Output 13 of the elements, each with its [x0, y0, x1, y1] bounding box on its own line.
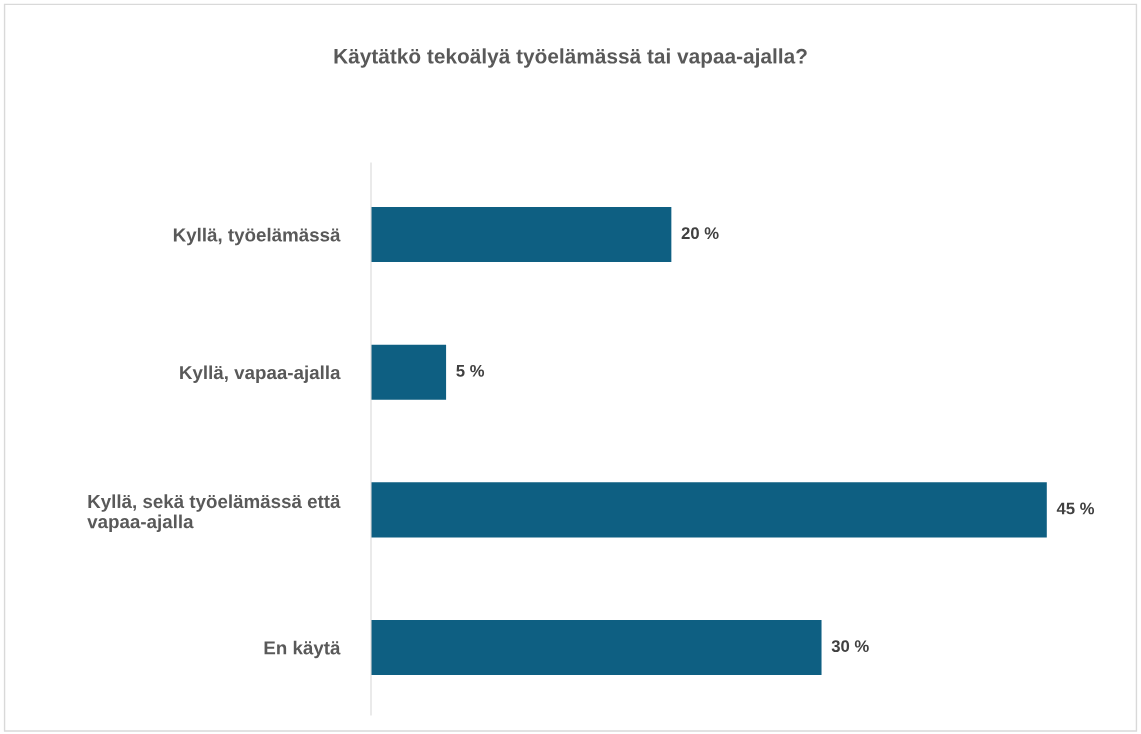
data-label: 20 %: [681, 227, 719, 240]
chart-title: Käytätkö tekoälyä työelämässä tai vapaa-ajalla?: [334, 48, 807, 68]
y-tick-label: En käytä: [264, 640, 341, 659]
data-label: 45 %: [1056, 502, 1095, 515]
bar: [371, 207, 672, 263]
data-label: 5 %: [456, 364, 485, 377]
bar: [371, 482, 1047, 538]
bar: [371, 620, 822, 676]
y-tick-label: Kyllä, sekä työelämässä että vapaa-ajalla: [87, 494, 341, 533]
y-tick-label: Kyllä, työelämässä: [173, 227, 341, 246]
data-label: 30 %: [831, 640, 869, 653]
bar: [371, 344, 447, 400]
y-tick-label: Kyllä, vapaa-ajalla: [180, 365, 341, 383]
